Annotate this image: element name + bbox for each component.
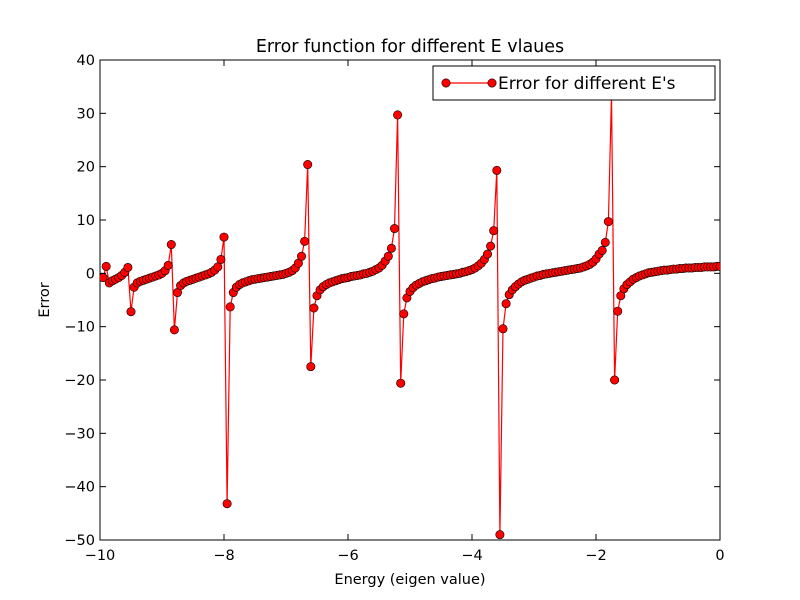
y-tick-label: −20 [64,373,95,389]
data-point [610,375,620,385]
data-point [498,324,508,334]
legend: Error for different E's [432,65,716,101]
data-point [163,260,173,270]
y-tick-label: −40 [64,480,95,496]
x-tick-label: −6 [337,548,358,564]
data-point [303,160,313,170]
legend-marker-sample [487,78,497,88]
data-point [216,254,226,264]
data-point [101,261,111,271]
data-point [501,299,511,309]
x-tick-label: −10 [85,548,116,564]
data-point [296,251,306,261]
data-point [399,309,409,319]
data-point [383,251,393,261]
data-point [486,241,496,251]
data-point [389,224,399,234]
data-point [386,243,396,253]
data-point [219,232,229,242]
data-point [222,499,232,509]
x-tick-label: −4 [461,548,482,564]
x-tick-label: −8 [213,548,234,564]
data-point [482,249,492,259]
legend-label: Error for different E's [498,74,676,94]
y-tick-label: 30 [77,106,95,122]
data-point [715,261,720,271]
data-point [309,303,319,313]
y-tick-label: 20 [77,160,95,176]
y-tick-label: −50 [64,533,95,549]
data-point [225,302,235,312]
data-point [603,217,613,227]
data-point [492,165,502,175]
data-point [166,240,176,250]
x-tick-label: 0 [715,548,724,564]
legend-marker-sample [441,78,451,88]
data-point [393,110,403,120]
data-point [213,262,223,272]
data-point [597,245,607,255]
data-point [613,306,623,316]
data-point [600,237,610,247]
data-point [123,262,133,272]
y-tick-label: 40 [77,53,95,69]
data-point [126,307,136,317]
data-point [489,226,499,236]
y-tick-label: 10 [77,213,95,229]
x-axis-label: Energy (eigen value) [334,572,485,588]
data-point [495,530,505,540]
x-tick-label: −2 [585,548,606,564]
data-point [300,236,310,246]
series-layer [100,90,720,540]
chart-title: Error function for different E vlaues [256,37,564,57]
y-tick-label: 0 [86,266,95,282]
y-tick-label: −30 [64,426,95,442]
y-tick-label: −10 [64,320,95,336]
data-point [396,378,406,388]
data-point [306,362,316,372]
data-point [169,325,179,335]
y-axis-label: Error [37,282,53,317]
